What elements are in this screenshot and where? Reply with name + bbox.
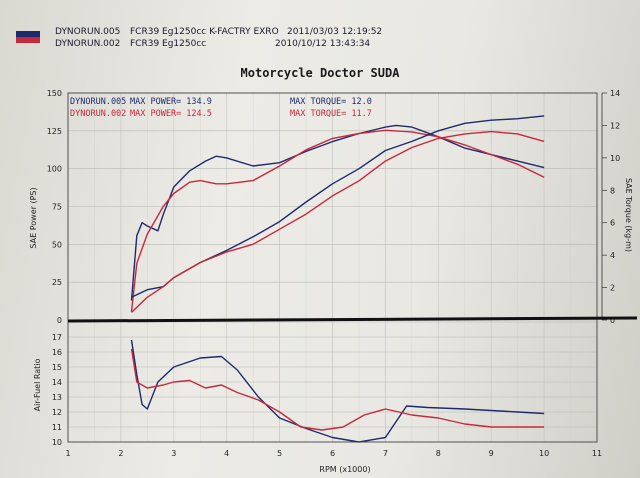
afr-tick-label: 10 — [52, 438, 62, 447]
x-tick-label: 11 — [592, 449, 602, 458]
run-1-max-torque: MAX TORQUE= 12.0 — [290, 97, 372, 107]
run-1-swatch — [16, 31, 40, 37]
power-tick-label: 150 — [47, 89, 62, 98]
x-tick-label: 4 — [224, 449, 229, 458]
panel-divider — [67, 316, 638, 323]
power-tick-label: 25 — [52, 278, 62, 287]
x-tick-label: 3 — [171, 449, 176, 458]
x-tick-label: 1 — [65, 449, 70, 458]
torque-axis-label: SAE Torque (kg-m) — [624, 178, 633, 252]
x-tick-label: 2 — [118, 449, 123, 458]
run-2-machine: FCR39 Eg1250cc — [130, 39, 207, 49]
torque-tick-label: 4 — [610, 251, 615, 260]
run-1-name: DYNORUN.005 — [55, 27, 121, 37]
run-1-max-power: MAX POWER= 134.9 — [130, 97, 212, 107]
torque-tick-label: 0 — [610, 316, 615, 325]
afr-tick-label: 16 — [52, 348, 62, 357]
x-tick-label: 9 — [489, 449, 494, 458]
afr-axis-label: Air-Fuel Ratio — [33, 358, 42, 411]
afr-tick-label: 12 — [52, 408, 62, 417]
power-tick-label: 100 — [47, 165, 62, 174]
afr-tick-label: 13 — [52, 393, 62, 402]
torque-tick-label: 6 — [610, 219, 615, 228]
run-1-timestamp: 2011/03/03 12:19:52 — [287, 27, 383, 37]
torque-tick-label: 12 — [610, 121, 620, 130]
run-2-name: DYNORUN.002 — [55, 39, 121, 49]
run-2-max-torque: MAX TORQUE= 11.7 — [290, 109, 372, 119]
power-tick-label: 75 — [52, 203, 62, 212]
run-1-name-label: DYNORUN.005 — [70, 97, 126, 107]
run-1-machine: FCR39 Eg1250cc K-FACTRY EXRO — [130, 27, 279, 37]
afr-line-dynorun-005 — [130, 339, 545, 443]
x-tick-label: 7 — [383, 449, 388, 458]
x-tick-label: 8 — [436, 449, 441, 458]
torque-tick-label: 10 — [610, 154, 620, 163]
rpm-axis-label: RPM (x1000) — [319, 465, 370, 474]
power-tick-label: 0 — [57, 316, 62, 325]
run-2-timestamp: 2010/10/12 13:43:34 — [275, 39, 371, 49]
chart-title: Motorcycle Doctor SUDA — [240, 66, 400, 80]
afr-tick-label: 14 — [52, 378, 62, 387]
torque-tick-label: 8 — [610, 186, 615, 195]
afr-line-dynorun-002 — [130, 348, 545, 431]
x-tick-label: 6 — [330, 449, 335, 458]
grid — [67, 92, 598, 443]
afr-tick-label: 11 — [52, 423, 62, 432]
power-tick-label: 125 — [47, 127, 62, 136]
torque-tick-label: 14 — [610, 89, 620, 98]
power-tick-label: 50 — [52, 240, 62, 249]
power-line-dynorun-002 — [131, 130, 545, 313]
plot-frame — [67, 92, 638, 443]
run-2-max-power: MAX POWER= 124.5 — [130, 109, 212, 119]
run-2-name-label: DYNORUN.002 — [70, 109, 126, 119]
tick-labels: 1 2 3 4 5 6 7 8 9 10 11025507510012515002468101214… — [47, 89, 620, 458]
torque-tick-label: 2 — [610, 284, 615, 293]
torque-line-dynorun-002 — [130, 129, 545, 312]
afr-tick-label: 15 — [52, 363, 62, 372]
power-axis-label: SAE Power (PS) — [29, 187, 38, 248]
x-tick-label: 5 — [277, 449, 282, 458]
run-2-swatch — [16, 37, 40, 43]
plot-border — [67, 92, 598, 443]
x-tick-label: 10 — [539, 449, 549, 458]
afr-tick-label: 17 — [52, 333, 62, 342]
series-lines — [130, 115, 545, 443]
